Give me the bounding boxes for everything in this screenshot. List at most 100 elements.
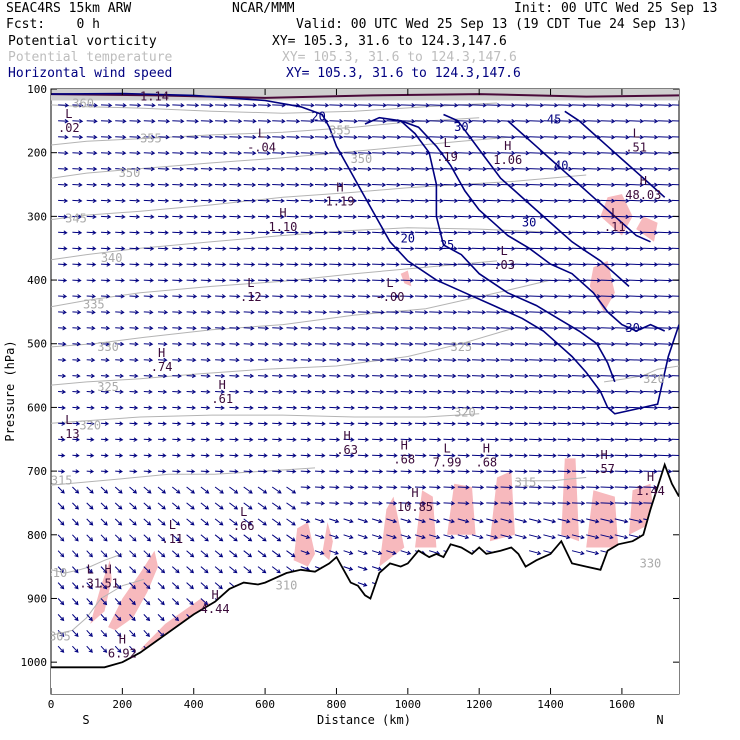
wind-vector-arrow [571, 341, 587, 347]
wind-vector-arrow [372, 150, 387, 156]
pv-extremum-marker: L [443, 442, 450, 456]
wind-vector-arrow [429, 485, 441, 490]
wind-vector-arrow [671, 136, 679, 138]
wind-vector-arrow [500, 182, 516, 188]
wind-vector-arrow [229, 150, 242, 156]
wind-vector-arrow [286, 310, 299, 315]
wind-vector-arrow [386, 262, 400, 267]
wind-vector-arrow [529, 405, 543, 411]
wind-vector-arrow [100, 134, 113, 140]
wind-vector-arrow [100, 230, 112, 235]
pv-extremum-value: .63 [336, 443, 358, 457]
wind-vector-arrow [500, 310, 515, 315]
field-theta-xy: XY= 105.3, 31.6 to 124.3,147.6 [282, 50, 517, 65]
wind-vector-arrow [514, 230, 530, 235]
wind-vector-arrow [386, 230, 401, 235]
pv-extremum-value: 48.03 [625, 188, 661, 202]
wind-vector-arrow [671, 263, 679, 265]
wind-vector-arrow [72, 230, 83, 235]
wind-vector-arrow [129, 294, 140, 299]
wind-vector-arrow [529, 103, 545, 108]
wind-vector-arrow [571, 485, 586, 490]
wind-vector-arrow [529, 150, 545, 156]
theta-contour [51, 260, 498, 308]
wind-vector-arrow [372, 453, 384, 458]
wind-vector-arrow [557, 182, 573, 188]
wind-vector-arrow [414, 534, 426, 540]
wind-vector-arrow [171, 518, 181, 526]
wind-vector-arrow [486, 118, 502, 124]
wind-vector-arrow [471, 405, 486, 411]
wind-vector-arrow [372, 389, 385, 395]
wind-vector-arrow [129, 230, 140, 235]
wind-vector-arrow [443, 518, 455, 524]
wind-vector-arrow [557, 262, 573, 267]
wind-vector-arrow [86, 103, 98, 108]
wind-vector-arrow [157, 453, 167, 458]
wind-vector-arrow [643, 198, 659, 204]
wind-vector-arrow [86, 230, 97, 235]
wind-vector-arrow [72, 486, 80, 494]
wind-vector-arrow [172, 341, 183, 347]
wind-vector-arrow [514, 421, 529, 426]
wind-vector-arrow [600, 485, 615, 490]
wind-vector-arrow [200, 294, 212, 299]
north-label: N [656, 713, 663, 727]
wind-vector-arrow [329, 166, 343, 172]
wind-vector-arrow [243, 469, 254, 474]
wind-vector-arrow [628, 485, 644, 490]
wind-vector-arrow [215, 230, 227, 235]
y-tick-label: 900 [27, 592, 47, 605]
wind-vector-arrow [100, 421, 110, 426]
wind-vector-arrow [457, 453, 471, 458]
wind-vector-arrow [514, 118, 530, 124]
wind-vector-arrow [57, 614, 65, 622]
wind-vector-arrow [628, 294, 644, 299]
wind-vector-arrow [257, 310, 270, 315]
wind-vector-arrow [457, 118, 473, 124]
wind-vector-arrow [643, 294, 659, 299]
wind-vector-arrow [229, 341, 240, 347]
wind-vector-arrow [614, 453, 630, 458]
wind-vector-arrow [157, 166, 170, 172]
wind-vector-arrow [471, 150, 487, 156]
pv-shaded-region [322, 522, 333, 561]
wind-vector-arrow [372, 246, 386, 251]
y-tick-label: 700 [27, 465, 47, 478]
wind-vector-arrow [343, 501, 354, 506]
wind-vector-arrow [257, 278, 270, 283]
wind-vector-arrow [400, 518, 412, 524]
wind-vector-arrow [471, 118, 487, 124]
wind-vector-arrow [58, 469, 66, 474]
wind-vector-arrow [157, 357, 168, 363]
wind-vector-arrow [286, 246, 299, 251]
wind-vector-arrow [543, 341, 558, 347]
wind-vector-arrow [429, 230, 444, 235]
wind-vector-arrow [671, 454, 679, 456]
wind-vector-arrow [215, 278, 227, 283]
wind-vector-arrow [357, 278, 371, 283]
wind-vector-arrow [600, 230, 616, 235]
wind-vector-arrow [257, 182, 271, 188]
wind-vector-arrow [471, 357, 486, 363]
pv-extremum-marker: H [219, 378, 226, 392]
wind-vector-arrow [200, 518, 210, 526]
wind-vector-arrow [72, 150, 83, 156]
wind-vector-arrow [100, 150, 112, 156]
wind-vector-arrow [414, 103, 430, 108]
wind-vector-arrow [471, 485, 485, 490]
wind-vector-arrow [229, 309, 241, 315]
wind-vector-arrow [200, 389, 211, 395]
wind-vector-arrow [486, 501, 499, 506]
wind-vector-arrow [129, 262, 140, 267]
theta-label: 320 [454, 406, 476, 420]
wind-vector-arrow [72, 502, 79, 510]
wind-vector-arrow [300, 501, 311, 506]
wind-vector-arrow [229, 518, 238, 526]
wind-vector-arrow [543, 166, 559, 172]
wind-vector-arrow [457, 357, 472, 363]
wind-vector-arrow [386, 103, 402, 108]
wind-vector-arrow [157, 534, 166, 542]
wind-vector-arrow [486, 278, 501, 283]
wind-vector-arrow [100, 405, 110, 410]
